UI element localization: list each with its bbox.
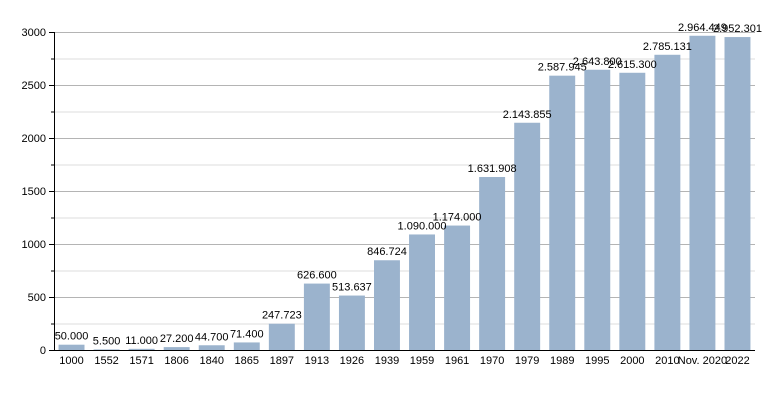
x-tick-label: 1806 <box>164 355 188 367</box>
bar-value-label: 846.724 <box>367 246 407 258</box>
bar <box>584 69 611 350</box>
x-tick-label: 1979 <box>515 355 539 367</box>
x-tick-label: 1840 <box>199 355 223 367</box>
x-tick-label: 1897 <box>270 355 294 367</box>
x-tick-label: 1970 <box>480 355 504 367</box>
bar <box>514 122 541 350</box>
bar-value-label: 626.600 <box>297 270 337 282</box>
bar-value-label: 44.700 <box>195 331 229 343</box>
y-tick-label: 1500 <box>22 186 46 198</box>
bar <box>654 54 681 350</box>
bar-value-label: 5.500 <box>93 335 121 347</box>
x-tick-label: 1961 <box>445 355 469 367</box>
bar <box>58 344 85 350</box>
bar <box>338 295 365 350</box>
bar-value-label: 50.000 <box>55 331 89 343</box>
bar-value-label: 2.587.945 <box>538 62 587 74</box>
y-tick-label: 3000 <box>22 27 46 39</box>
y-tick-label: 0 <box>40 345 46 357</box>
x-tick-label: 1913 <box>305 355 329 367</box>
y-tick-label: 2000 <box>22 133 46 145</box>
bar <box>163 347 190 350</box>
bar <box>128 348 155 350</box>
x-tick-label: 2022 <box>725 355 749 367</box>
bar <box>689 35 716 351</box>
x-tick-label: 1989 <box>550 355 574 367</box>
x-tick-label: Nov. 2020 <box>678 355 727 367</box>
bar-value-label: 1.631.908 <box>468 163 517 175</box>
x-tick-label: 1000 <box>59 355 83 367</box>
gridlines <box>54 32 755 325</box>
x-tick-label: 1865 <box>235 355 259 367</box>
bar <box>724 37 751 351</box>
bar-value-label: 2.143.855 <box>503 109 552 121</box>
bar-value-label: 2.615.300 <box>608 59 657 71</box>
bar <box>549 75 576 351</box>
bar-value-label: 247.723 <box>262 310 302 322</box>
bars <box>58 35 751 351</box>
bar <box>303 283 330 350</box>
y-tick-label: 1000 <box>22 239 46 251</box>
x-tick-label: 1959 <box>410 355 434 367</box>
x-tick-label: 2000 <box>620 355 644 367</box>
bar-value-label: 2.785.131 <box>643 41 692 53</box>
x-tick-label: 1939 <box>375 355 399 367</box>
bar <box>268 323 295 350</box>
bar <box>479 177 506 350</box>
bar-value-label: 2.964.449 <box>678 22 727 34</box>
bar <box>374 260 400 350</box>
bar <box>198 345 225 350</box>
x-tick-label: 1552 <box>94 355 118 367</box>
x-tick-label: 1571 <box>129 355 153 367</box>
bar <box>444 225 471 350</box>
bar-value-label: 27.200 <box>160 333 194 345</box>
bar-value-label: 11.000 <box>125 335 158 347</box>
bar-value-label: 2.643.800 <box>573 56 622 68</box>
x-tick-label: 1926 <box>340 355 364 367</box>
bar <box>619 72 646 350</box>
bar-value-label: 513.637 <box>332 282 372 294</box>
bar-value-label: 1.174.000 <box>433 212 482 224</box>
y-tick-label: 500 <box>28 292 46 304</box>
x-tick-label: 1995 <box>585 355 609 367</box>
bar-value-label: 1.090.000 <box>398 220 447 232</box>
data-labels: 50.000 5.500 11.000 27.200 44.700 71.400 247.7… <box>55 22 762 348</box>
bar <box>233 342 260 350</box>
bar-value-label: 71.400 <box>230 328 264 340</box>
axes: 0 500 1000 1500 2000 2500 3000 1000 1552 1571 1806… <box>22 27 755 367</box>
bar <box>409 234 435 350</box>
x-tick-label: 2010 <box>655 355 679 367</box>
y-tick-label: 2500 <box>22 80 46 92</box>
bar-value-label: 2.952.301 <box>713 23 762 35</box>
bar <box>93 349 120 350</box>
